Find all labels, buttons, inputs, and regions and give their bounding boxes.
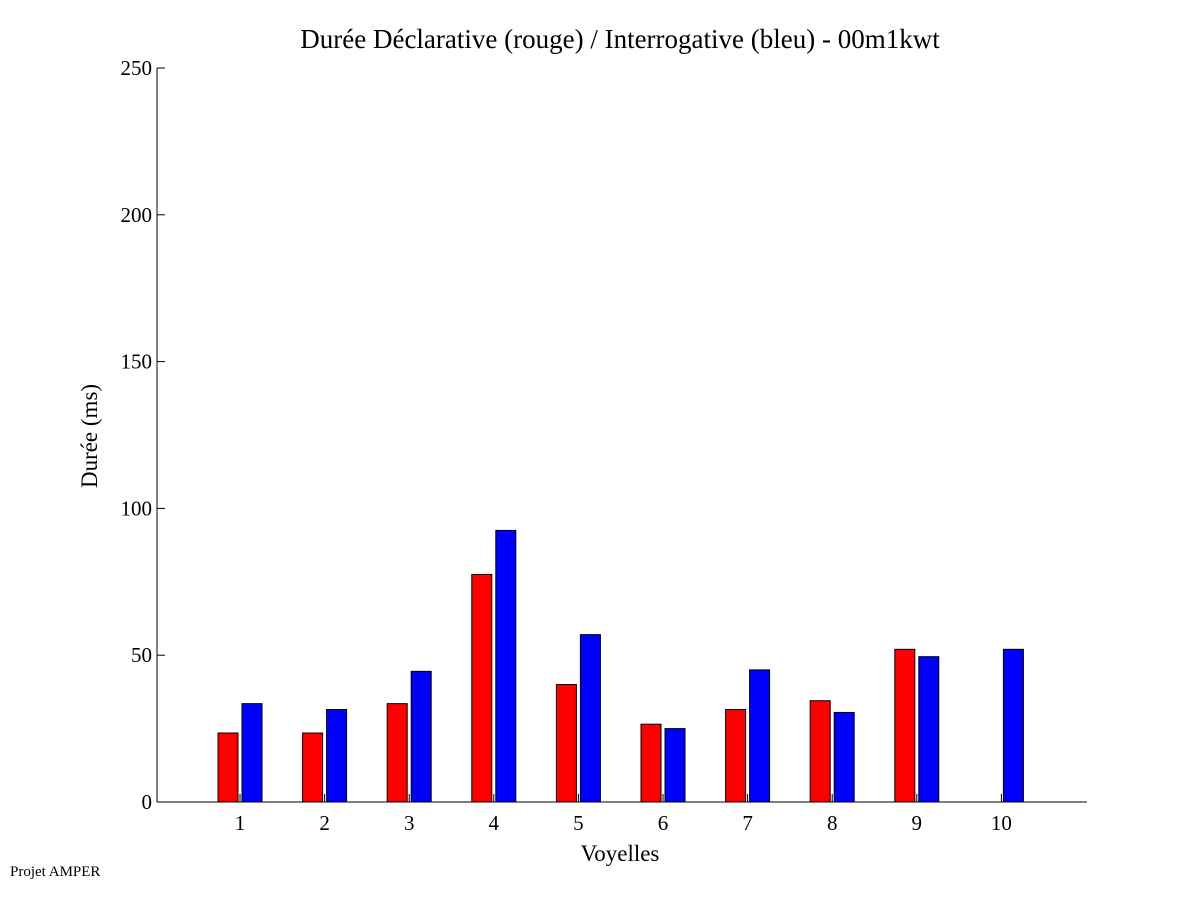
x-axis-label: Voyelles bbox=[581, 841, 660, 866]
x-tick-label-6: 6 bbox=[658, 811, 669, 835]
x-tick-label-5: 5 bbox=[573, 811, 584, 835]
bar-red-1 bbox=[217, 732, 239, 803]
bar-red-3 bbox=[386, 703, 408, 803]
chart-title: Durée Déclarative (rouge) / Interrogativ… bbox=[300, 24, 940, 54]
x-tick-label-9: 9 bbox=[912, 811, 923, 835]
x-tick-label-1: 1 bbox=[235, 811, 246, 835]
bar-blue-8 bbox=[833, 711, 855, 803]
bars-group bbox=[217, 529, 1024, 803]
bar-blue-6 bbox=[664, 728, 686, 803]
bar-blue-4 bbox=[495, 529, 517, 803]
bar-red-6 bbox=[640, 723, 662, 803]
x-tick-label-2: 2 bbox=[319, 811, 330, 835]
x-tick-label-8: 8 bbox=[827, 811, 838, 835]
bar-blue-3 bbox=[410, 670, 432, 803]
ticks-group: 0 50 100 150 200 250 1 2 3 4 5 6 7 8 9 10 bbox=[121, 56, 1012, 835]
bar-blue-2 bbox=[326, 709, 348, 803]
bar-red-7 bbox=[725, 709, 747, 803]
y-tick-label-200: 200 bbox=[121, 203, 153, 227]
bar-blue-1 bbox=[241, 703, 263, 803]
footer-note: Projet AMPER bbox=[10, 864, 101, 880]
y-tick-label-0: 0 bbox=[142, 790, 153, 814]
bar-red-4 bbox=[471, 573, 493, 803]
axes-group bbox=[156, 68, 1087, 803]
bar-red-2 bbox=[302, 732, 324, 803]
bar-red-5 bbox=[555, 684, 577, 803]
y-tick-label-50: 50 bbox=[131, 643, 152, 667]
x-tick-label-4: 4 bbox=[489, 811, 500, 835]
bar-red-9 bbox=[894, 648, 916, 803]
x-tick-label-7: 7 bbox=[742, 811, 753, 835]
y-axis-label: Durée (ms) bbox=[77, 384, 102, 488]
bar-blue-5 bbox=[579, 634, 601, 803]
y-tick-label-100: 100 bbox=[121, 496, 153, 520]
y-tick-label-150: 150 bbox=[121, 350, 153, 374]
bar-red-8 bbox=[809, 700, 831, 803]
y-tick-label-250: 250 bbox=[121, 56, 153, 80]
bar-blue-7 bbox=[749, 669, 771, 803]
bar-blue-9 bbox=[918, 656, 940, 803]
bar-blue-10 bbox=[1002, 648, 1024, 803]
x-tick-label-3: 3 bbox=[404, 811, 415, 835]
x-tick-label-10: 10 bbox=[991, 811, 1012, 835]
